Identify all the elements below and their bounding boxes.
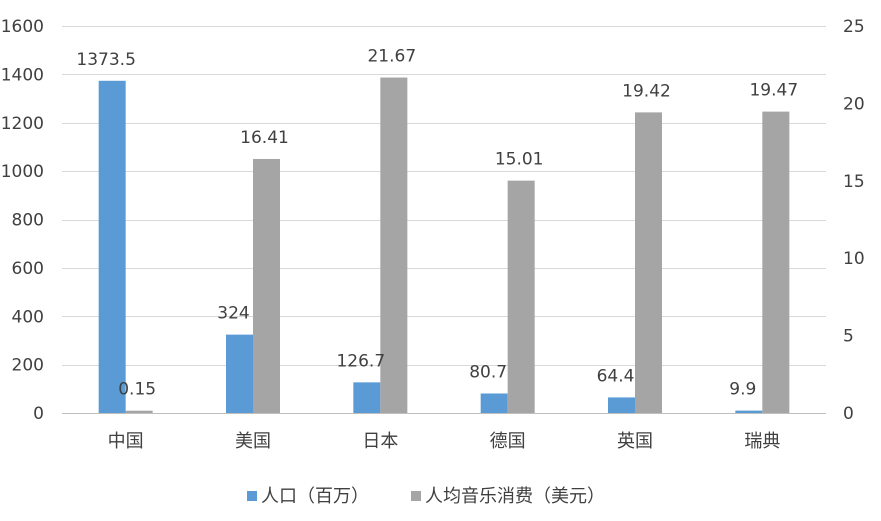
- bar: [480, 393, 508, 413]
- data-label: 15.01: [495, 150, 544, 170]
- legend-label: 人均音乐消费（美元）: [425, 486, 605, 507]
- bar: [608, 397, 635, 413]
- right-axis-tick-label: 10: [843, 249, 865, 269]
- category-labels: 中国 美国 日本 德国 英国 瑞典: [108, 431, 781, 452]
- bars: [98, 77, 790, 413]
- right-axis-ticks: 0 5 10 15 20 25: [843, 17, 865, 424]
- bar: [635, 112, 662, 413]
- bar: [507, 180, 535, 413]
- left-axis-tick-label: 0: [33, 404, 44, 424]
- data-label: 0.15: [118, 380, 156, 400]
- bar: [226, 334, 253, 413]
- right-axis-tick-label: 20: [843, 94, 865, 114]
- legend: 人口（百万） 人均音乐消费（美元）: [247, 486, 605, 507]
- left-axis-tick-label: 1400: [1, 65, 44, 85]
- category-label: 美国: [235, 431, 271, 452]
- right-axis-tick-label: 25: [843, 17, 865, 37]
- data-label: 80.7: [469, 362, 507, 382]
- legend-label: 人口（百万）: [261, 486, 369, 507]
- category-label: 中国: [108, 431, 144, 452]
- right-axis-tick-label: 15: [843, 172, 865, 192]
- right-axis-tick-label: 5: [843, 327, 854, 347]
- data-label: 324: [217, 304, 249, 324]
- left-axis-tick-label: 800: [12, 211, 44, 231]
- left-axis-tick-label: 200: [12, 356, 44, 376]
- bar: [125, 410, 153, 413]
- bar: [253, 158, 280, 413]
- left-axis-tick-label: 1600: [1, 17, 44, 37]
- bar: [98, 80, 126, 413]
- left-axis-ticks: 0 200 400 600 800 1000 1200 1400 1600: [1, 17, 44, 424]
- legend-swatch: [411, 491, 421, 501]
- legend-swatch: [247, 491, 257, 501]
- data-label: 126.7: [336, 351, 385, 371]
- left-axis-tick-label: 600: [12, 259, 44, 279]
- left-axis-tick-label: 1200: [1, 114, 44, 134]
- bar: [380, 77, 408, 413]
- data-label: 1373.5: [76, 50, 135, 70]
- category-label: 日本: [362, 431, 398, 452]
- data-label: 9.9: [729, 380, 756, 400]
- left-axis-tick-label: 1000: [1, 162, 44, 182]
- bar: [353, 382, 381, 413]
- category-label: 瑞典: [744, 431, 780, 452]
- data-label: 21.67: [367, 47, 416, 67]
- data-label: 19.42: [622, 81, 671, 101]
- data-label: 19.47: [749, 81, 798, 101]
- category-label: 德国: [490, 431, 526, 452]
- right-axis-tick-label: 0: [843, 404, 854, 424]
- gridlines: [62, 26, 826, 414]
- data-labels: 1373.5 324 126.7 80.7 64.4 9.9 0.15 16.41 21.67 1…: [76, 47, 798, 400]
- bar: [735, 410, 763, 413]
- bar: [762, 111, 790, 413]
- data-label: 16.41: [240, 128, 289, 148]
- category-label: 英国: [617, 431, 653, 452]
- left-axis-tick-label: 400: [12, 307, 44, 327]
- data-label: 64.4: [597, 366, 635, 386]
